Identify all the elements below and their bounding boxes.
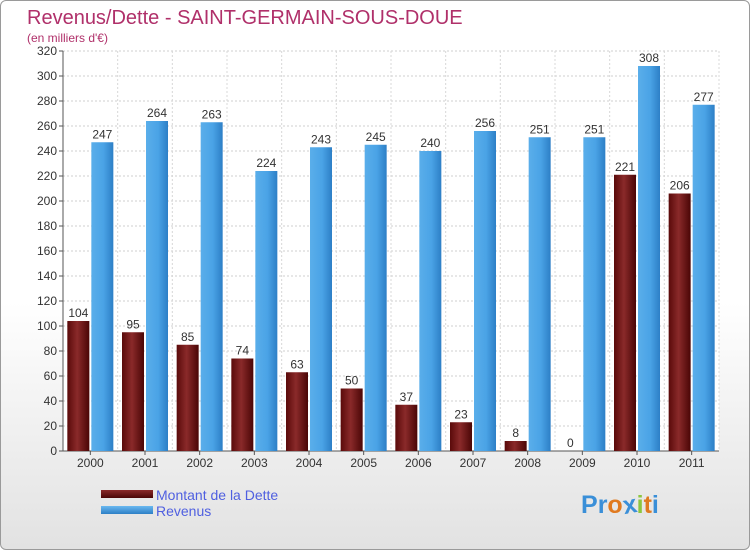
y-tick-label: 320 (37, 44, 57, 58)
bar-dette (67, 321, 90, 451)
bar-revenus (528, 137, 551, 451)
bar-revenus (310, 147, 332, 451)
y-tick-label: 0 (50, 444, 57, 458)
y-tick-label: 280 (37, 94, 57, 108)
bar-dette (450, 422, 472, 451)
data-label-dette: 50 (345, 374, 359, 388)
logo-letter: i (636, 491, 644, 519)
bar-dette (122, 332, 144, 451)
legend-label-revenus: Revenus (156, 503, 212, 519)
x-tick-label: 2000 (77, 456, 104, 470)
bar-revenus (583, 137, 606, 451)
bar-revenus (419, 151, 442, 451)
data-label-dette: 221 (615, 160, 635, 174)
data-labels: 104 247 95 264 85 263 74 224 63 243 50 245 37 240 23 25… (68, 51, 714, 450)
bar-dette (340, 388, 363, 451)
data-label-revenus: 256 (475, 116, 495, 130)
bar-revenus (255, 171, 278, 451)
data-label-revenus: 251 (584, 122, 604, 136)
bar-dette (231, 358, 254, 451)
x-tick-label: 2009 (569, 456, 596, 470)
proxiti-logo: Proxiti (581, 490, 659, 520)
logo-letter: o (607, 491, 623, 519)
y-tick-label: 100 (37, 319, 57, 333)
y-tick-label: 20 (44, 419, 58, 433)
chart-subtitle: (en milliers d'€) (27, 31, 108, 45)
data-label-revenus: 247 (92, 127, 112, 141)
bars (67, 66, 715, 451)
data-label-revenus: 277 (694, 90, 714, 104)
legend-swatch-revenus (101, 506, 153, 514)
bar-revenus (474, 131, 496, 451)
bar-dette (286, 372, 308, 451)
x-tick-label: 2005 (350, 456, 377, 470)
grid (62, 50, 720, 452)
y-tick-label: 80 (44, 344, 58, 358)
x-tick-label: 2001 (132, 456, 159, 470)
y-tick-label: 120 (37, 294, 57, 308)
bar-dette (504, 441, 527, 451)
y-tick-label: 260 (37, 119, 57, 133)
data-label-revenus: 251 (530, 122, 550, 136)
data-label-dette: 8 (512, 426, 519, 440)
x-tick-label: 2002 (186, 456, 213, 470)
x-tick-label: 2007 (460, 456, 487, 470)
y-tick-label: 200 (37, 194, 57, 208)
chart-title: Revenus/Dette - SAINT-GERMAIN-SOUS-DOUE (27, 7, 463, 29)
legend-label-dette: Montant de la Dette (156, 487, 279, 503)
bar-revenus (692, 104, 715, 451)
logo-letter: r (597, 491, 608, 519)
bar-revenus (364, 144, 387, 451)
data-label-dette: 85 (181, 330, 195, 344)
x-tick-label: 2008 (514, 456, 541, 470)
data-label-dette: 23 (454, 407, 468, 421)
y-tick-label: 300 (37, 69, 57, 83)
data-label-revenus: 264 (147, 106, 167, 120)
axes: 0204060801001201401601802002202402602803… (37, 44, 719, 470)
data-label-revenus: 240 (420, 136, 440, 150)
x-tick-label: 2006 (405, 456, 432, 470)
y-tick-label: 60 (44, 369, 58, 383)
x-tick-label: 2011 (679, 456, 705, 470)
data-label-dette: 95 (126, 317, 140, 331)
logo-letter: t (643, 491, 652, 519)
y-tick-label: 160 (37, 244, 57, 258)
data-label-dette: 104 (68, 306, 88, 320)
bar-revenus (200, 122, 223, 451)
data-label-dette: 0 (567, 436, 574, 450)
logo-letter: i (651, 491, 659, 519)
y-tick-label: 240 (37, 144, 57, 158)
x-tick-label: 2004 (296, 456, 323, 470)
data-label-revenus: 224 (256, 156, 276, 170)
bar-dette (668, 193, 691, 451)
bar-dette (395, 404, 418, 451)
bar-revenus (638, 66, 660, 451)
logo-letter: P (581, 491, 598, 519)
bar-revenus (146, 121, 168, 451)
y-tick-label: 220 (37, 169, 57, 183)
data-label-revenus: 263 (202, 107, 222, 121)
legend-swatch-dette (101, 490, 153, 498)
y-tick-label: 140 (37, 269, 57, 283)
y-tick-label: 40 (44, 394, 58, 408)
data-label-revenus: 245 (366, 130, 386, 144)
y-tick-label: 180 (37, 219, 57, 233)
x-tick-label: 2003 (241, 456, 268, 470)
bar-dette (176, 344, 199, 451)
bar-revenus (91, 142, 114, 451)
data-label-revenus: 243 (311, 132, 331, 146)
data-label-dette: 63 (290, 357, 304, 371)
data-label-revenus: 308 (639, 51, 659, 65)
bar-dette (614, 174, 636, 451)
data-label-dette: 74 (236, 344, 250, 358)
x-tick-label: 2010 (624, 456, 651, 470)
data-label-dette: 206 (670, 179, 690, 193)
data-label-dette: 37 (400, 390, 414, 404)
